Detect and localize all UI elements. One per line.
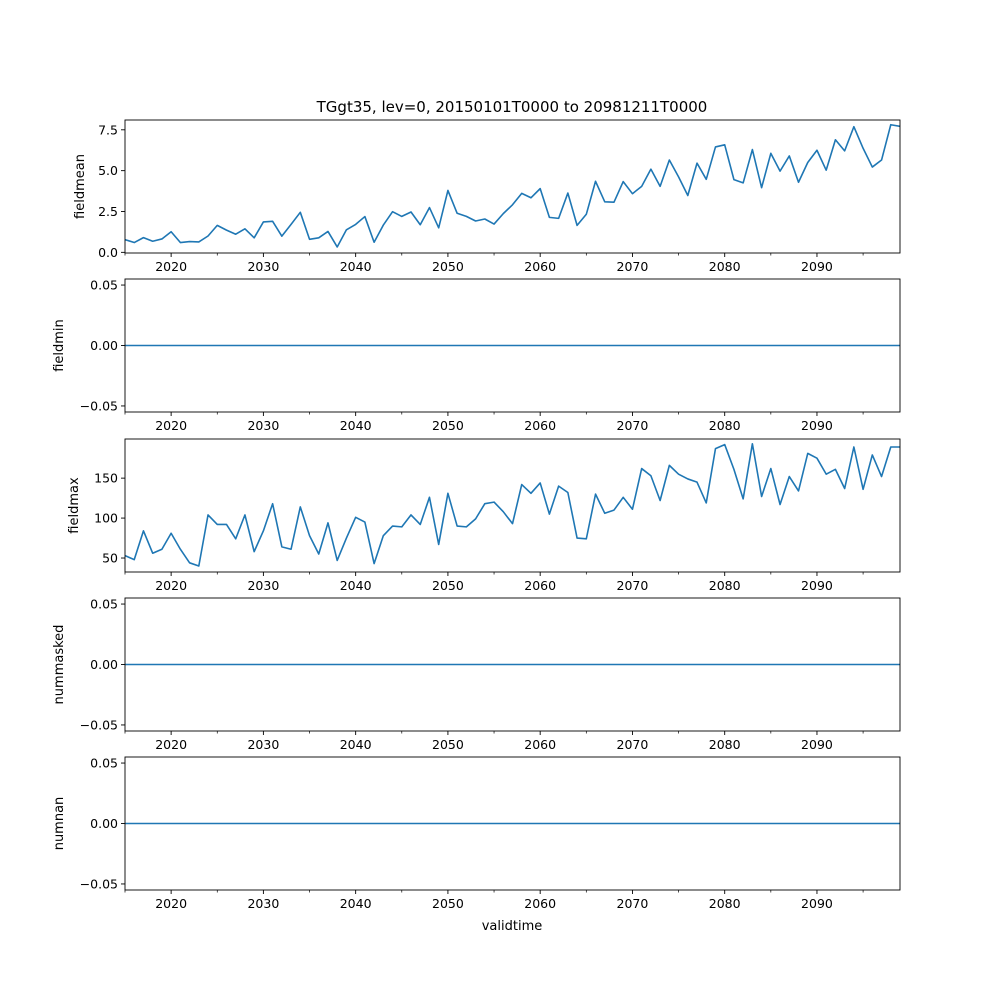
subplot-nummasked: 2020 2030 2040 2050 2060 2070 2080 2090 −0.05 0.0…: [52, 597, 901, 752]
x-tick-label: 2060: [524, 896, 556, 911]
x-tick-label: 2020: [155, 737, 187, 752]
x-tick-label: 2030: [247, 737, 279, 752]
x-tick-label: 2050: [432, 896, 464, 911]
y-tick-label: 0.00: [90, 338, 118, 353]
y-tick-label: 7.5: [98, 122, 118, 137]
y-tick-label: −0.05: [80, 398, 118, 413]
series-line-fieldmean: [125, 123, 900, 248]
series-line-fieldmax: [125, 442, 900, 567]
x-tick-label: 2040: [340, 578, 372, 593]
x-tick-label: 2020: [155, 896, 187, 911]
x-tick-label: 2040: [340, 737, 372, 752]
y-tick-label: 150: [94, 471, 118, 486]
y-tick-label: 50: [102, 551, 118, 566]
x-tick-label: 2080: [709, 578, 741, 593]
x-tick-label: 2020: [155, 259, 187, 274]
x-tick-label: 2050: [432, 259, 464, 274]
x-tick-label: 2090: [801, 259, 833, 274]
y-axis-label: nummasked: [52, 625, 67, 705]
x-tick-label: 2070: [617, 578, 649, 593]
axes-frame: [124, 119, 901, 254]
x-tick-label: 2060: [524, 259, 556, 274]
axes-frame: [124, 438, 901, 573]
x-tick-label: 2090: [801, 737, 833, 752]
x-tick-label: 2080: [709, 259, 741, 274]
x-tick-label: 2060: [524, 737, 556, 752]
x-tick-label: 2030: [247, 259, 279, 274]
y-tick-label: 0.00: [90, 816, 118, 831]
y-tick-label: 0.0: [98, 245, 118, 260]
x-tick-label: 2080: [709, 737, 741, 752]
x-tick-label: 2020: [155, 418, 187, 433]
x-tick-label: 2060: [524, 578, 556, 593]
x-tick-label: 2090: [801, 418, 833, 433]
subplot-fieldmin: 2020 2030 2040 2050 2060 2070 2080 2090 −0.05 0.0…: [52, 278, 901, 433]
subplot-fieldmax: 2020 2030 2040 2050 2060 2070 2080 2090 50 100 150…: [67, 438, 901, 593]
x-tick-label: 2090: [801, 896, 833, 911]
x-tick-label: 2040: [340, 418, 372, 433]
x-tick-label: 2040: [340, 896, 372, 911]
chart-title: TGgt35, lev=0, 20150101T0000 to 20981211…: [316, 98, 708, 116]
y-tick-label: 5.0: [98, 163, 118, 178]
x-tick-label: 2050: [432, 737, 464, 752]
x-tick-label: 2030: [247, 896, 279, 911]
x-tick-label: 2050: [432, 418, 464, 433]
x-tick-label: 2080: [709, 896, 741, 911]
x-tick-label: 2030: [247, 578, 279, 593]
x-tick-label: 2070: [617, 737, 649, 752]
x-tick-label: 2040: [340, 259, 372, 274]
x-axis-label: validtime: [482, 919, 543, 934]
x-tick-label: 2090: [801, 578, 833, 593]
y-tick-label: −0.05: [80, 876, 118, 891]
y-tick-label: 100: [94, 511, 118, 526]
x-tick-label: 2070: [617, 418, 649, 433]
y-tick-label: 0.00: [90, 657, 118, 672]
x-tick-label: 2060: [524, 418, 556, 433]
x-tick-label: 2070: [617, 896, 649, 911]
y-tick-label: 0.05: [90, 278, 118, 293]
x-tick-label: 2020: [155, 578, 187, 593]
subplot-numnan: 2020 2030 2040 2050 2060 2070 2080 2090 −0.05 0.0…: [52, 756, 901, 911]
x-tick-label: 2070: [617, 259, 649, 274]
x-tick-label: 2030: [247, 418, 279, 433]
x-tick-label: 2050: [432, 578, 464, 593]
y-axis-label: fieldmean: [73, 154, 88, 219]
y-axis-label: fieldmin: [52, 319, 67, 372]
y-tick-label: 0.05: [90, 597, 118, 612]
x-tick-label: 2080: [709, 418, 741, 433]
y-axis-label: numnan: [52, 797, 67, 851]
subplot-fieldmean: 2020 2030 2040 2050 2060 2070 2080 2090 0.0 2.5 5.…: [73, 119, 901, 274]
y-tick-label: 2.5: [98, 204, 118, 219]
y-axis-label: fieldmax: [67, 477, 82, 534]
y-tick-label: −0.05: [80, 717, 118, 732]
y-tick-label: 0.05: [90, 756, 118, 771]
